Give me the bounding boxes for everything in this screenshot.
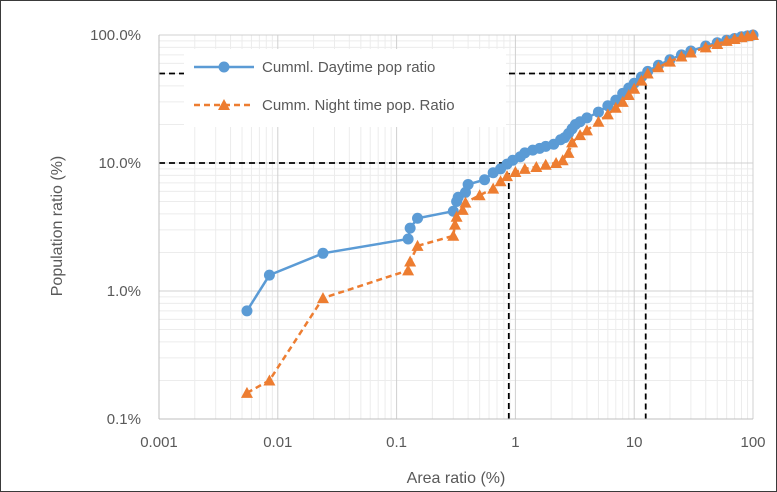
data-point-night <box>494 175 507 187</box>
data-point-night <box>501 170 514 182</box>
legend-background <box>184 49 506 127</box>
legend-marker-night <box>218 99 230 110</box>
data-point-night <box>747 29 759 40</box>
data-point-night <box>487 182 500 194</box>
y-tick-label: 1.0% <box>107 283 141 300</box>
data-point-night <box>518 162 531 174</box>
legend: Cumml. Daytime pop ratio Cumm. Night tim… <box>184 49 506 127</box>
y-axis-title: Population ratio (%) <box>49 156 66 297</box>
legend-label-night: Cumm. Night time pop. Ratio <box>262 97 455 114</box>
data-point-daytime <box>602 100 614 112</box>
data-point-night <box>601 108 614 120</box>
data-point-daytime <box>317 247 329 259</box>
data-point-night <box>641 67 654 79</box>
data-point-daytime <box>581 112 593 124</box>
data-point-night <box>652 61 665 73</box>
data-point-night <box>404 255 417 267</box>
series-layer <box>240 29 759 398</box>
data-point-night <box>473 189 486 201</box>
data-point-daytime <box>404 222 416 234</box>
data-point-night <box>635 74 648 86</box>
data-point-night <box>450 210 463 222</box>
data-point-night <box>263 374 276 386</box>
data-point-night <box>684 46 697 58</box>
data-point-night <box>592 115 605 127</box>
data-point-night <box>509 166 522 178</box>
data-point-night <box>580 124 593 136</box>
data-point-night <box>402 264 415 276</box>
x-tick-label: 1 <box>511 434 519 451</box>
data-point-night <box>459 196 472 208</box>
x-tick-label: 0.1 <box>386 434 407 451</box>
data-point-night <box>539 158 552 170</box>
data-point-daytime <box>592 106 604 118</box>
x-tick-label: 100 <box>740 434 765 451</box>
y-tick-label: 0.1% <box>107 411 141 428</box>
data-point-daytime <box>263 269 275 281</box>
data-point-daytime <box>462 178 474 190</box>
data-point-night <box>628 82 641 94</box>
data-point-daytime <box>610 94 622 106</box>
data-point-night <box>711 38 724 50</box>
x-axis-title: Area ratio (%) <box>407 470 506 487</box>
data-point-night <box>663 55 676 67</box>
data-point-night <box>699 41 712 53</box>
legend-label-daytime: Cumml. Daytime pop ratio <box>262 59 435 76</box>
data-point-daytime <box>479 174 491 186</box>
x-tick-label: 0.01 <box>263 434 292 451</box>
data-point-daytime <box>241 305 253 317</box>
legend-entry-daytime: Cumml. Daytime pop ratio <box>194 59 435 76</box>
x-tick-label: 0.001 <box>140 434 178 451</box>
y-tick-label: 100.0% <box>90 27 141 44</box>
data-point-night <box>448 218 461 230</box>
data-point-night <box>675 50 688 62</box>
data-point-night <box>447 229 460 241</box>
data-point-night <box>411 239 424 251</box>
data-point-night <box>616 95 629 107</box>
data-point-daytime <box>412 212 424 224</box>
data-point-night <box>622 88 635 100</box>
data-point-night <box>609 101 622 113</box>
data-point-night <box>562 146 575 158</box>
data-point-night <box>530 161 543 173</box>
y-tick-label: 10.0% <box>98 155 141 172</box>
data-point-night <box>456 203 469 215</box>
data-point-night <box>240 386 253 398</box>
axes: 0.001 0.01 0.1 1 10 100 0.1% 1.0% 10.0% 100.0% <box>90 27 765 451</box>
data-point-daytime <box>402 233 414 245</box>
data-point-night <box>316 292 329 304</box>
x-tick-label: 10 <box>626 434 643 451</box>
legend-entry-night: Cumm. Night time pop. Ratio <box>194 97 455 114</box>
data-point-night <box>574 129 587 141</box>
legend-marker-daytime <box>218 61 230 73</box>
series-night <box>240 29 759 398</box>
data-point-night <box>566 136 579 148</box>
data-point-night <box>556 154 569 166</box>
